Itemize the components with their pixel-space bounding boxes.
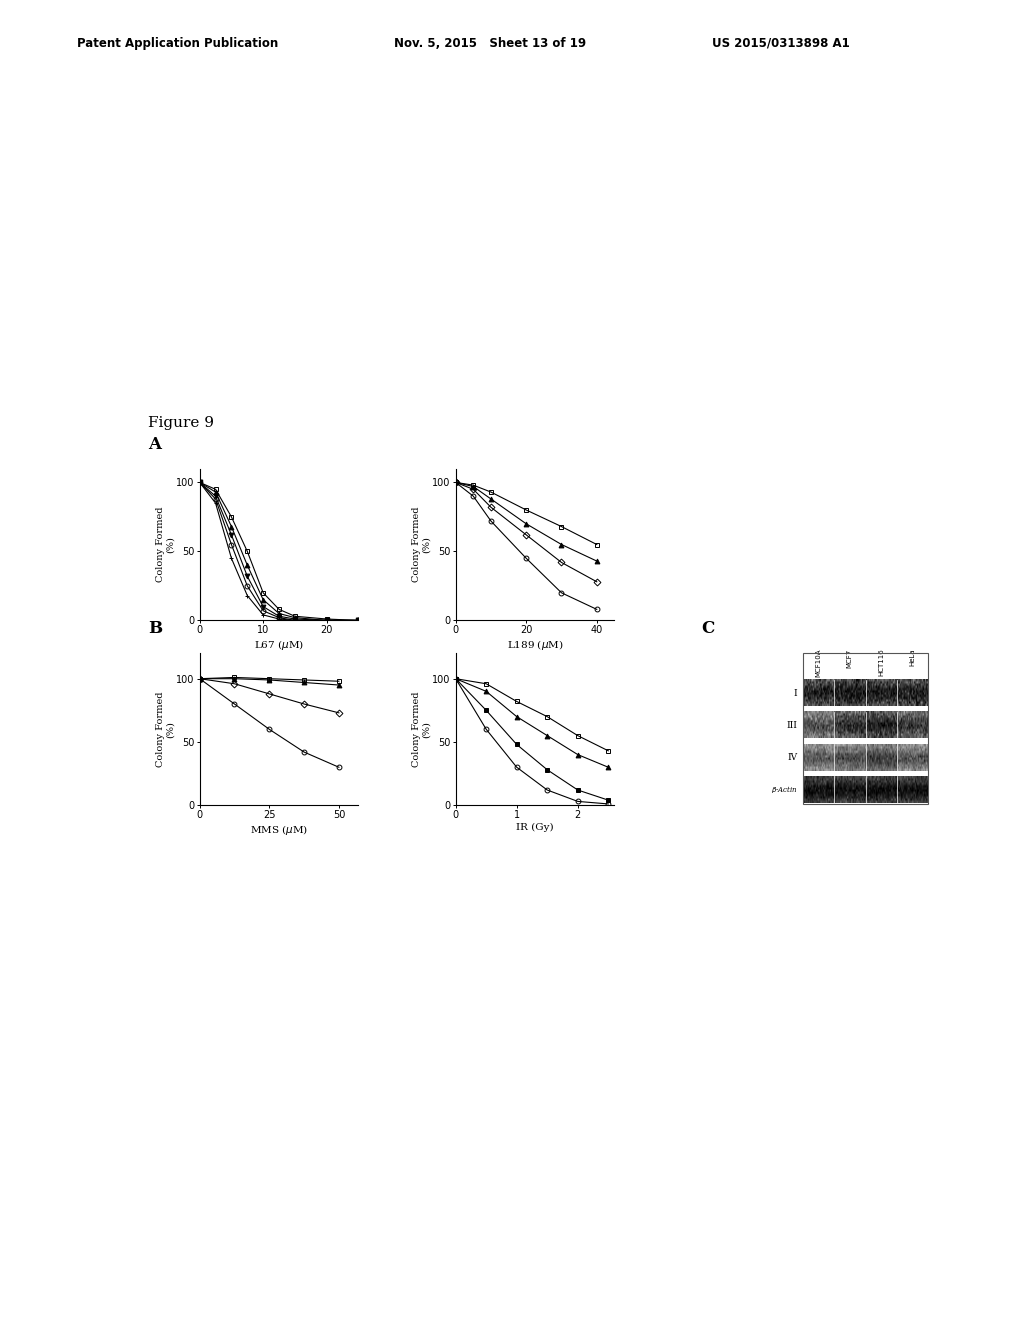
Text: HeLa: HeLa [909, 648, 915, 667]
Text: I: I [794, 689, 798, 697]
Text: A: A [148, 436, 162, 453]
Text: B: B [148, 620, 163, 638]
Text: III: III [786, 721, 798, 730]
X-axis label: MMS ($\mu$M): MMS ($\mu$M) [250, 822, 308, 837]
Text: MCF10A: MCF10A [815, 648, 821, 677]
Y-axis label: Colony Formed
(%): Colony Formed (%) [412, 507, 431, 582]
Text: $\beta$-Actin: $\beta$-Actin [770, 784, 798, 795]
Text: Figure 9: Figure 9 [148, 416, 214, 430]
Text: HCT116: HCT116 [879, 648, 884, 676]
X-axis label: L67 ($\mu$M): L67 ($\mu$M) [254, 638, 304, 652]
X-axis label: L189 ($\mu$M): L189 ($\mu$M) [507, 638, 563, 652]
Text: US 2015/0313898 A1: US 2015/0313898 A1 [712, 37, 850, 50]
X-axis label: IR (Gy): IR (Gy) [516, 822, 554, 832]
Y-axis label: Colony Formed
(%): Colony Formed (%) [156, 507, 175, 582]
Text: Patent Application Publication: Patent Application Publication [77, 37, 279, 50]
Y-axis label: Colony Formed
(%): Colony Formed (%) [156, 692, 175, 767]
Text: MCF7: MCF7 [847, 648, 853, 668]
Y-axis label: Colony Formed
(%): Colony Formed (%) [412, 692, 431, 767]
Text: IV: IV [787, 752, 798, 762]
Text: C: C [701, 620, 715, 638]
Text: Nov. 5, 2015   Sheet 13 of 19: Nov. 5, 2015 Sheet 13 of 19 [394, 37, 587, 50]
